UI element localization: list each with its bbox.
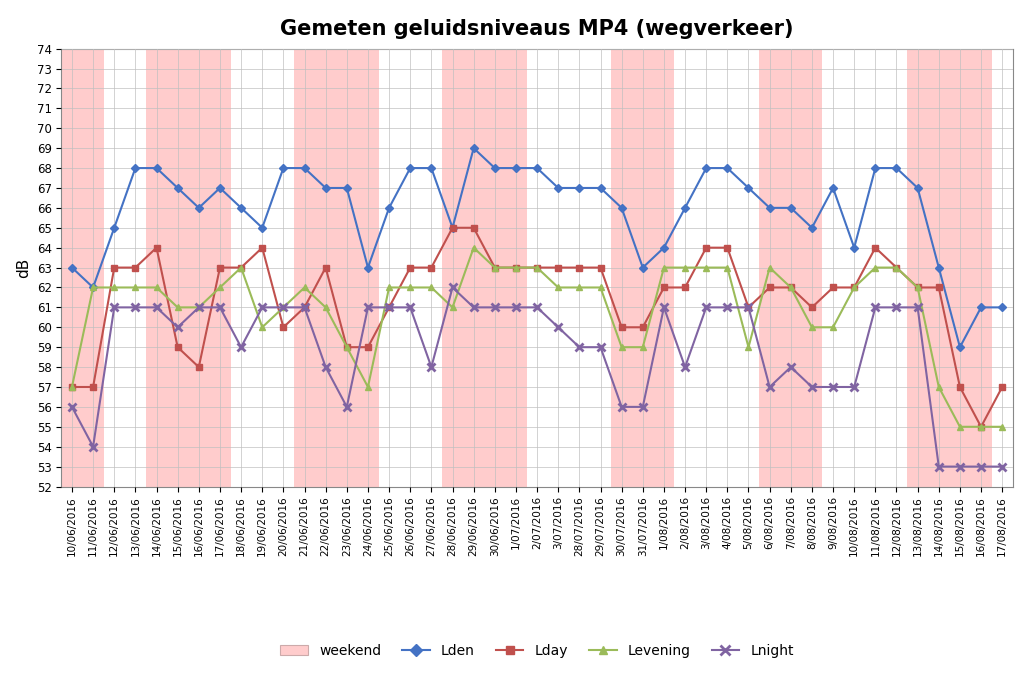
Bar bbox=[442, 49, 527, 486]
Bar bbox=[759, 49, 822, 486]
Bar bbox=[61, 49, 103, 486]
Legend: weekend, Lden, Lday, Levening, Lnight: weekend, Lden, Lday, Levening, Lnight bbox=[274, 638, 800, 664]
Bar bbox=[907, 49, 991, 486]
Bar bbox=[611, 49, 674, 486]
Bar bbox=[146, 49, 230, 486]
Bar bbox=[294, 49, 379, 486]
Title: Gemeten geluidsniveaus MP4 (wegverkeer): Gemeten geluidsniveaus MP4 (wegverkeer) bbox=[280, 19, 794, 39]
Y-axis label: dB: dB bbox=[16, 257, 31, 278]
